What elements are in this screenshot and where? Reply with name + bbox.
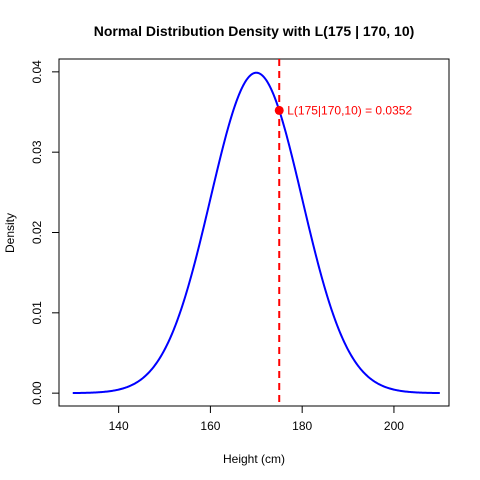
y-tick-label: 0.03 [30, 140, 44, 164]
x-tick-label: 200 [384, 419, 404, 433]
y-tick-label: 0.00 [30, 381, 44, 405]
x-tick-label: 140 [109, 419, 129, 433]
density-curve [72, 71, 440, 395]
chart-title: Normal Distribution Density with L(175 |… [94, 23, 415, 39]
x-axis-label: Height (cm) [223, 452, 285, 466]
x-tick-label: 180 [292, 419, 312, 433]
x-tick-label: 160 [200, 419, 220, 433]
likelihood-annotation: L(175|170,10) = 0.0352 [287, 103, 412, 117]
x-axis: 140 160 180 200 [109, 406, 404, 433]
y-axis-label: Density [3, 213, 17, 253]
y-tick-label: 0.01 [30, 301, 44, 325]
y-axis: 0.00 0.01 0.02 0.03 0.04 [30, 60, 59, 405]
likelihood-point [274, 105, 284, 115]
y-tick-label: 0.04 [30, 60, 44, 84]
y-tick-label: 0.02 [30, 220, 44, 244]
